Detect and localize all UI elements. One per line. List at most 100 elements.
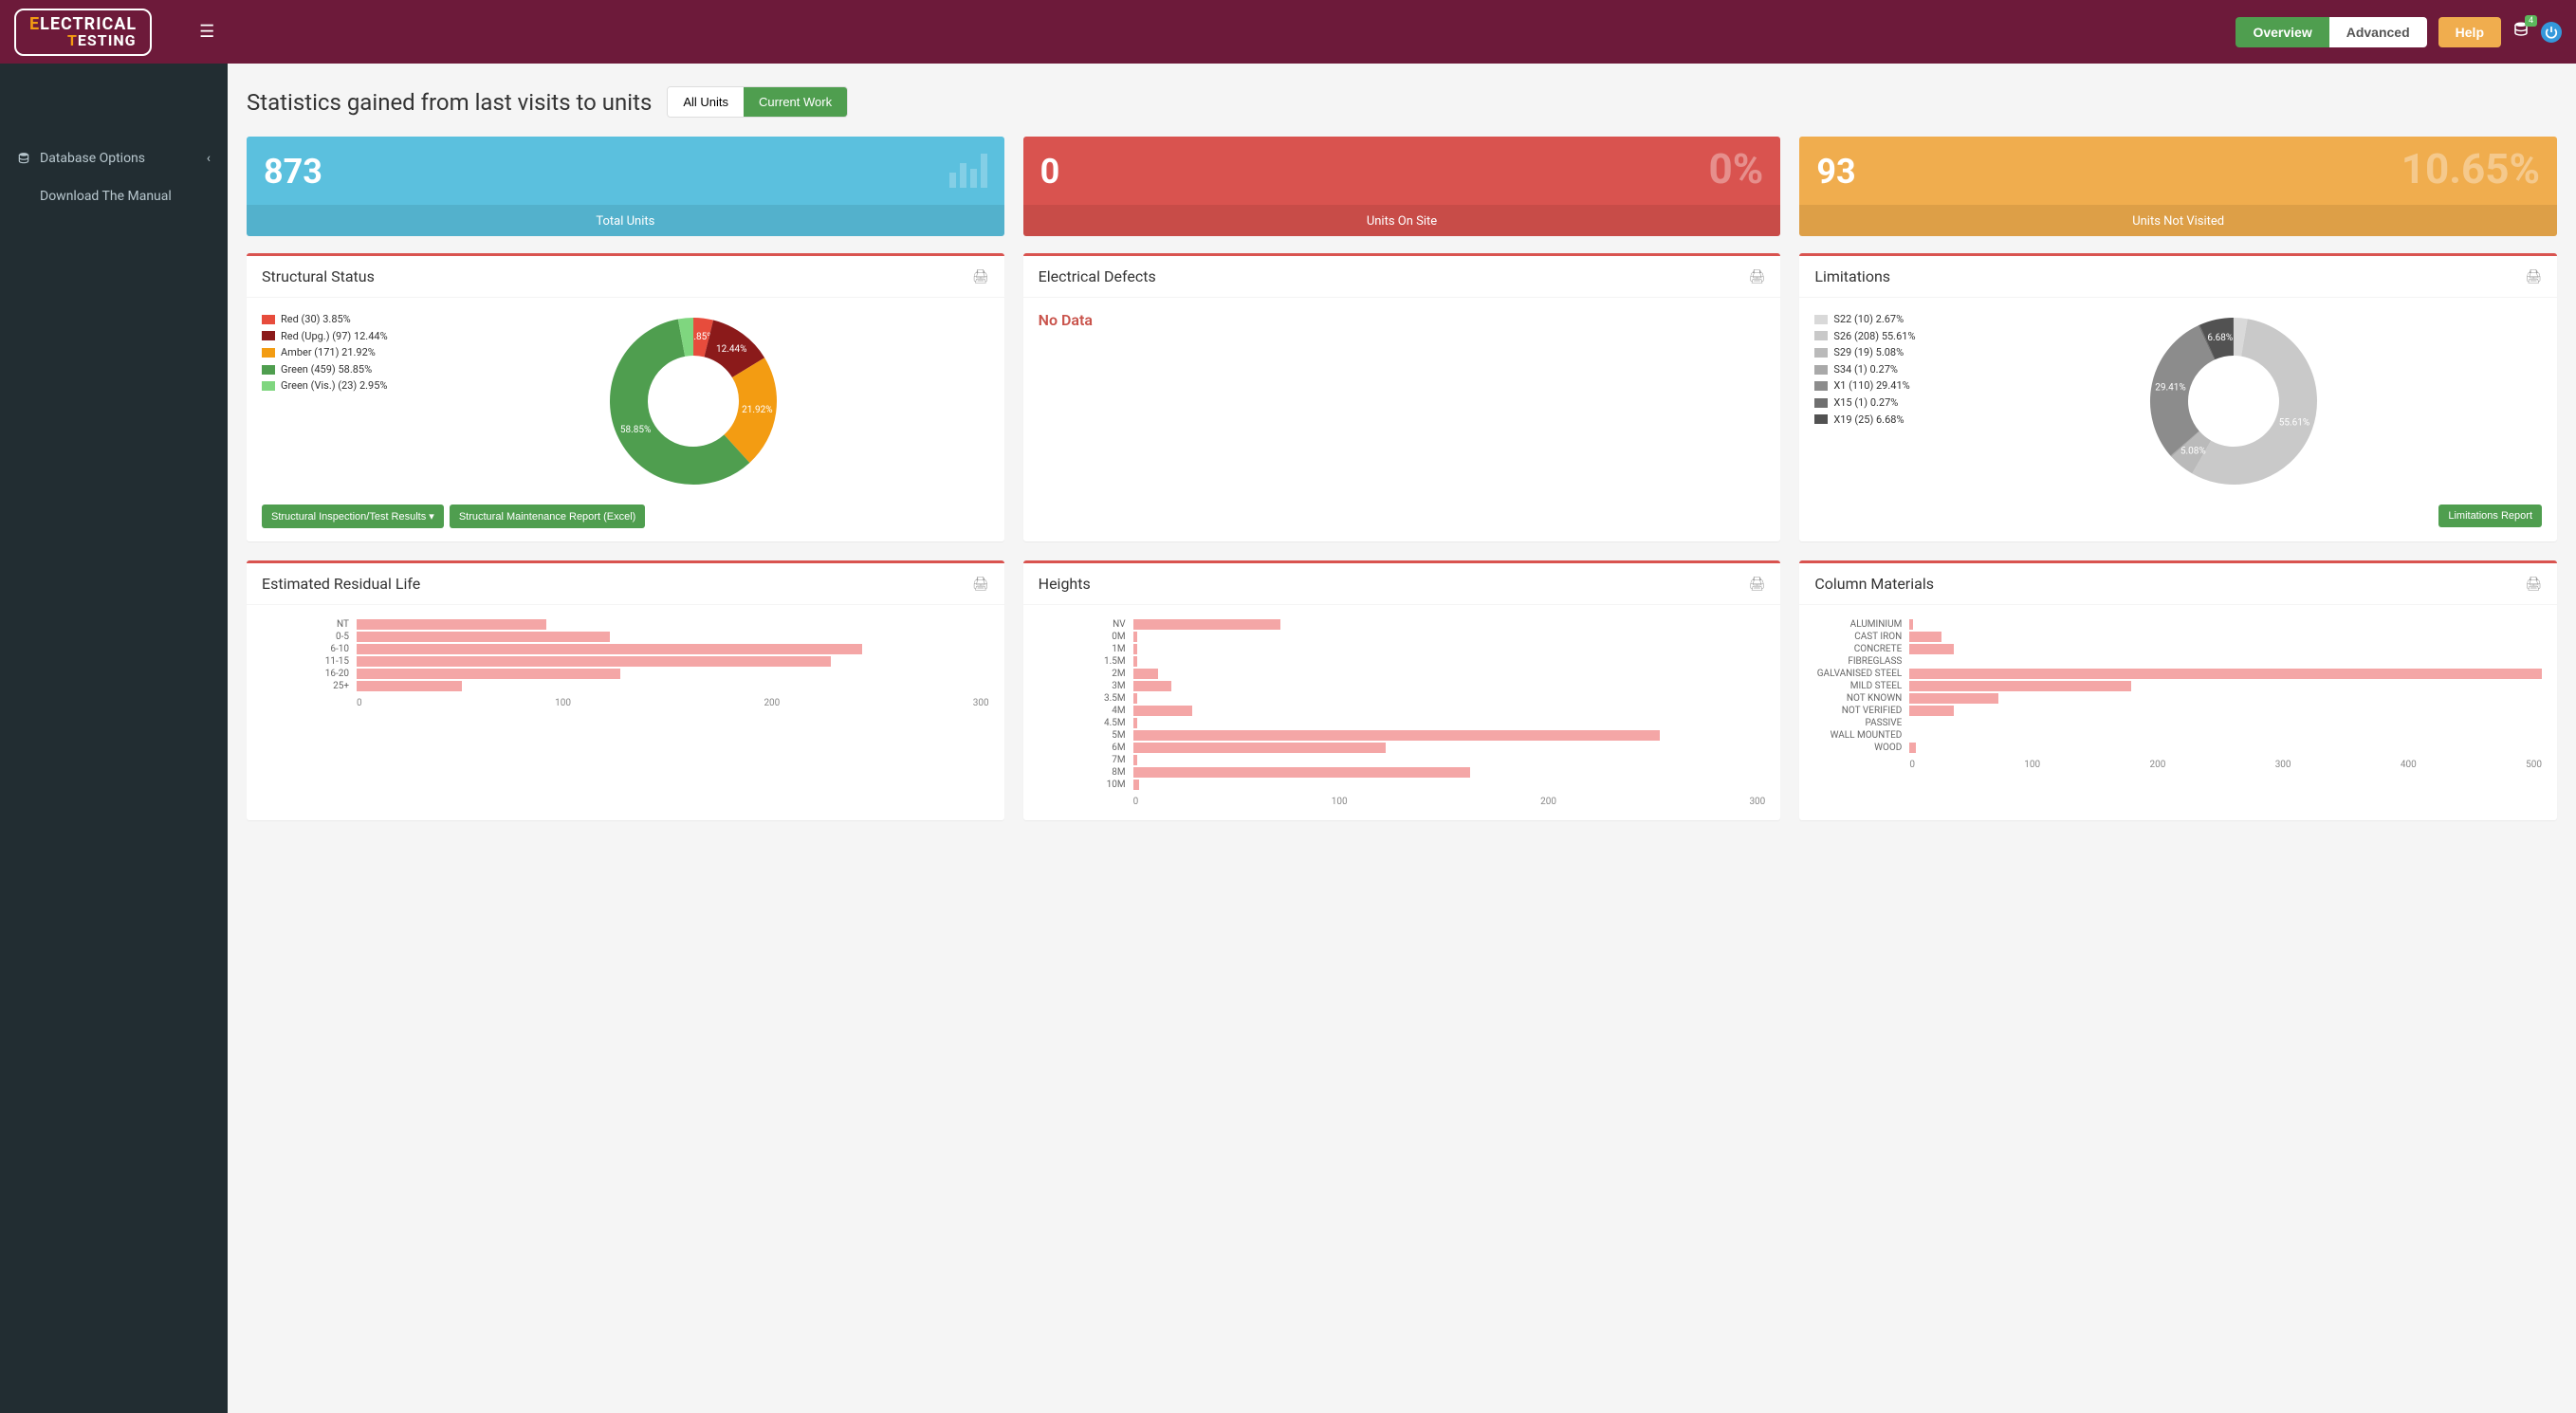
svg-text:29.41%: 29.41% xyxy=(2155,382,2185,393)
hbar-row: 1.5M xyxy=(1039,655,1766,668)
x-axis: 0100200300 xyxy=(357,698,989,708)
hbar-row: 3M xyxy=(1039,680,1766,692)
main-content: Statistics gained from last visits to un… xyxy=(228,64,2576,1413)
page-title: Statistics gained from last visits to un… xyxy=(247,89,652,116)
print-icon[interactable]: 🖨 xyxy=(2525,577,2542,592)
hbar-row: 16-20 xyxy=(262,668,989,680)
hbar-row: CAST IRON xyxy=(1814,631,2542,643)
no-data-text: No Data xyxy=(1039,311,1766,329)
hbar-row: NV xyxy=(1039,618,1766,631)
donut-chart: 55.61% 5.08% 29.41% 6.68% xyxy=(2144,311,2324,491)
tab-all-units[interactable]: All Units xyxy=(668,87,744,117)
panel-title: Estimated Residual Life xyxy=(262,575,420,593)
hbar-row: 8M xyxy=(1039,766,1766,779)
stat-label: Units Not Visited xyxy=(1799,205,2557,236)
notification-badge: 4 xyxy=(2525,15,2537,27)
panel-residual-life: Estimated Residual Life 🖨 NT0-56-1011-15… xyxy=(247,560,1004,820)
hbar-row: WALL MOUNTED xyxy=(1814,729,2542,742)
page-header: Statistics gained from last visits to un… xyxy=(247,86,2557,118)
sidebar-item-label: Database Options xyxy=(40,151,145,166)
svg-text:21.92%: 21.92% xyxy=(742,405,772,415)
menu-toggle-icon[interactable]: ☰ xyxy=(199,22,214,42)
hbar-row: 7M xyxy=(1039,754,1766,766)
print-icon[interactable]: 🖨 xyxy=(972,577,989,592)
tab-current-work[interactable]: Current Work xyxy=(744,87,847,117)
hbar-row: 4.5M xyxy=(1039,717,1766,729)
panel-title: Electrical Defects xyxy=(1039,267,1156,285)
print-icon[interactable]: 🖨 xyxy=(2525,269,2542,284)
legend-item: S26 (208) 55.61% xyxy=(1814,328,1915,345)
x-axis: 0100200300400500 xyxy=(1909,760,2542,770)
chart-legend: S22 (10) 2.67%S26 (208) 55.61%S29 (19) 5… xyxy=(1814,311,1915,491)
hbar-row: NOT KNOWN xyxy=(1814,692,2542,705)
sidebar-item-manual[interactable]: Download The Manual xyxy=(0,177,228,215)
hbar-row: 0M xyxy=(1039,631,1766,643)
hbar-row: NT xyxy=(262,618,989,631)
print-icon[interactable]: 🖨 xyxy=(1749,269,1766,284)
hbar-row: WOOD xyxy=(1814,742,2542,754)
hbar-row: 11-15 xyxy=(262,655,989,668)
hbar-row: 25+ xyxy=(262,680,989,692)
hbar-row: FIBREGLASS xyxy=(1814,655,2542,668)
legend-item: Green (Vis.) (23) 2.95% xyxy=(262,377,388,395)
stat-value: 873 xyxy=(264,152,987,192)
hbar-row: 4M xyxy=(1039,705,1766,717)
hbar-row: GALVANISED STEEL xyxy=(1814,668,2542,680)
legend-item: Red (Upg.) (97) 12.44% xyxy=(262,328,388,345)
power-icon[interactable] xyxy=(2541,22,2562,43)
legend-item: X15 (1) 0.27% xyxy=(1814,395,1915,412)
svg-text:12.44%: 12.44% xyxy=(716,344,746,355)
print-icon[interactable]: 🖨 xyxy=(972,269,989,284)
legend-item: Amber (171) 21.92% xyxy=(262,344,388,361)
svg-text:6.68%: 6.68% xyxy=(2207,333,2233,343)
hbar-row: 6M xyxy=(1039,742,1766,754)
panel-electrical-defects: Electrical Defects 🖨 No Data xyxy=(1023,253,1781,541)
panel-materials: Column Materials 🖨 ALUMINIUMCAST IRONCON… xyxy=(1799,560,2557,820)
hbar-row: 2M xyxy=(1039,668,1766,680)
limitations-report-button[interactable]: Limitations Report xyxy=(2438,505,2542,527)
hbar-row: PASSIVE xyxy=(1814,717,2542,729)
legend-item: Green (459) 58.85% xyxy=(262,361,388,378)
legend-item: S34 (1) 0.27% xyxy=(1814,361,1915,378)
download-icon xyxy=(17,190,30,203)
hbar-chart: ALUMINIUMCAST IRONCONCRETEFIBREGLASSGALV… xyxy=(1814,618,2542,770)
chart-legend: Red (30) 3.85%Red (Upg.) (97) 12.44%Ambe… xyxy=(262,311,388,491)
hbar-chart: NV0M1M1.5M2M3M3.5M4M4.5M5M6M7M8M10M01002… xyxy=(1039,618,1766,807)
view-toggle: Overview Advanced xyxy=(2236,17,2426,47)
legend-item: S29 (19) 5.08% xyxy=(1814,344,1915,361)
overview-button[interactable]: Overview xyxy=(2236,17,2328,47)
stat-not-visited: 93 10.65% Units Not Visited xyxy=(1799,137,2557,236)
hbar-row: 10M xyxy=(1039,779,1766,791)
panel-title: Heights xyxy=(1039,575,1091,593)
hbar-row: CONCRETE xyxy=(1814,643,2542,655)
panel-limitations: Limitations 🖨 S22 (10) 2.67%S26 (208) 55… xyxy=(1799,253,2557,541)
structural-results-button[interactable]: Structural Inspection/Test Results ▾ xyxy=(262,505,444,528)
hbar-row: 5M xyxy=(1039,729,1766,742)
logo: ELECTRICAL TESTING xyxy=(14,9,152,56)
help-button[interactable]: Help xyxy=(2438,17,2501,47)
database-icon[interactable]: 4 xyxy=(2512,21,2530,43)
hbar-row: ALUMINIUM xyxy=(1814,618,2542,631)
structural-excel-button[interactable]: Structural Maintenance Report (Excel) xyxy=(450,505,645,528)
svg-text:5.08%: 5.08% xyxy=(2180,447,2206,457)
advanced-button[interactable]: Advanced xyxy=(2329,17,2427,47)
stat-total-units: 873 Total Units xyxy=(247,137,1004,236)
database-icon xyxy=(17,152,30,165)
print-icon[interactable]: 🖨 xyxy=(1749,577,1766,592)
stat-label: Units On Site xyxy=(1023,205,1781,236)
stat-pct: 10.65% xyxy=(2401,144,2540,193)
legend-item: X1 (110) 29.41% xyxy=(1814,377,1915,395)
units-tabs: All Units Current Work xyxy=(667,86,848,118)
svg-text:55.61%: 55.61% xyxy=(2279,418,2309,429)
svg-text:58.85%: 58.85% xyxy=(620,425,651,435)
sidebar-item-database[interactable]: Database Options ‹ xyxy=(0,139,228,177)
sidebar-item-label: Download The Manual xyxy=(40,189,172,204)
topbar: ELECTRICAL TESTING ☰ Overview Advanced H… xyxy=(0,0,2576,64)
panel-title: Limitations xyxy=(1814,267,1890,285)
donut-chart: 3.85%12.44%21.92%58.85% xyxy=(603,311,783,491)
panel-title: Structural Status xyxy=(262,267,375,285)
hbar-chart: NT0-56-1011-1516-2025+0100200300 xyxy=(262,618,989,708)
sidebar: Database Options ‹ Download The Manual xyxy=(0,64,228,1413)
panel-title: Column Materials xyxy=(1814,575,1934,593)
stat-on-site: 0 0% Units On Site xyxy=(1023,137,1781,236)
